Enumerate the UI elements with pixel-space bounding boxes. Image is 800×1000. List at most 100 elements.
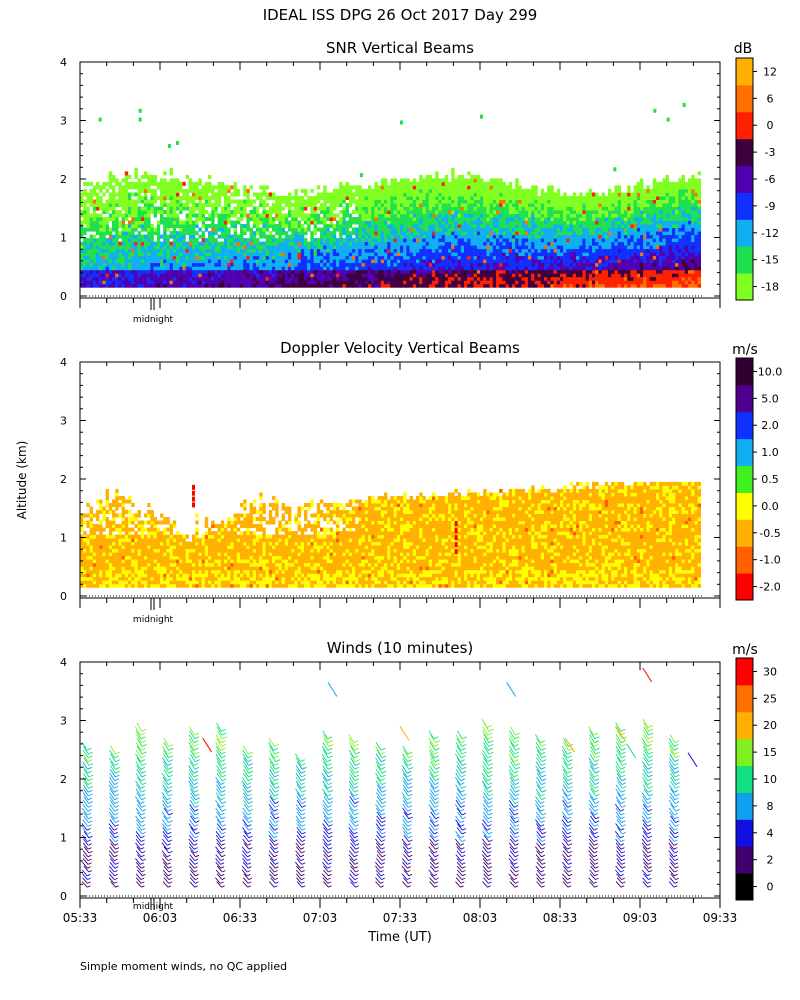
snr-cell <box>108 199 113 204</box>
snr-cell <box>425 262 429 267</box>
snr-cell <box>176 196 180 200</box>
snr-cell <box>528 269 532 274</box>
snr-cell <box>518 213 522 218</box>
snr-cell <box>444 213 449 218</box>
snr-cell <box>121 248 125 253</box>
snr-cell <box>336 227 340 232</box>
snr-cell <box>614 188 618 193</box>
snr-cell <box>409 196 413 200</box>
snr-cell <box>464 245 468 250</box>
snr-cell <box>134 238 138 243</box>
snr-cell <box>595 196 599 200</box>
snr-cell <box>547 210 551 214</box>
snr-cell <box>457 196 461 200</box>
snr-cell <box>96 283 100 288</box>
snr-cell <box>396 241 401 246</box>
snr-cell <box>384 266 388 271</box>
snr-cell <box>281 206 285 211</box>
snr-cell <box>396 252 401 257</box>
snr-cell <box>457 210 461 214</box>
snr-cell <box>563 252 567 257</box>
snr-cell <box>505 192 509 197</box>
snr-cell <box>83 255 87 260</box>
snr-cell <box>422 259 426 264</box>
snr-cell <box>486 259 490 264</box>
snr-cell <box>236 245 241 250</box>
snr-cell <box>201 210 205 214</box>
snr-cell <box>345 224 349 228</box>
snr-cell <box>524 262 529 267</box>
snr-cell <box>521 192 525 197</box>
snr-cell <box>323 252 327 257</box>
snr-cell <box>185 259 189 264</box>
snr-cell <box>96 196 100 200</box>
snr-cell <box>537 262 541 267</box>
snr-cell <box>579 252 583 257</box>
snr-cell <box>121 227 125 232</box>
snr-cell <box>508 192 513 197</box>
snr-cell <box>316 248 321 253</box>
snr-cell <box>649 266 653 271</box>
snr-cell <box>118 231 122 236</box>
snr-cell <box>201 273 205 278</box>
snr-cell <box>579 206 583 211</box>
snr-cell <box>313 199 317 204</box>
snr-cell <box>438 217 442 221</box>
snr-cell <box>547 213 551 218</box>
snr-cell <box>502 262 506 267</box>
snr-cell <box>243 273 247 278</box>
snr-cell <box>403 181 407 186</box>
snr-cell <box>156 196 161 200</box>
snr-cell <box>454 199 458 204</box>
snr-cell <box>102 220 106 225</box>
snr-cell <box>393 234 397 239</box>
snr-cell <box>451 171 455 176</box>
snr-cell <box>553 199 557 204</box>
snr-cell <box>83 269 87 274</box>
snr-cell <box>576 224 580 228</box>
snr-cell <box>355 217 359 221</box>
snr-cell <box>115 210 119 214</box>
snr-cell <box>649 234 653 239</box>
snr-cell <box>169 231 173 236</box>
snr-cell <box>524 231 529 236</box>
snr-cell <box>502 245 506 250</box>
snr-cell <box>579 210 583 214</box>
snr-cell <box>435 178 439 183</box>
snr-cell <box>419 192 423 197</box>
snr-cell <box>320 252 324 257</box>
snr-cell <box>432 192 436 197</box>
snr-cell <box>508 280 513 285</box>
snr-cell <box>467 210 471 214</box>
snr-cell <box>496 188 500 193</box>
snr-cell <box>544 238 548 243</box>
snr-cell <box>451 185 455 190</box>
snr-cell <box>96 252 100 257</box>
snr-cell <box>569 241 573 246</box>
snr-cell <box>393 262 397 267</box>
snr-cell <box>124 248 129 253</box>
snr-cell <box>188 220 193 225</box>
snr-cell <box>182 192 186 197</box>
snr-cell <box>374 224 378 228</box>
snr-cell <box>473 185 477 190</box>
snr-cell <box>172 262 177 267</box>
snr-cell <box>630 231 634 236</box>
snr-cell <box>409 217 413 221</box>
snr-cell <box>592 210 596 214</box>
snr-cell <box>636 283 641 288</box>
snr-cell <box>272 227 276 232</box>
snr-cell <box>374 206 378 211</box>
snr-cell <box>179 210 183 214</box>
snr-cell <box>201 196 205 200</box>
snr-cell <box>339 234 343 239</box>
snr-cell <box>499 262 503 267</box>
snr-cell <box>419 262 423 267</box>
snr-cell <box>636 234 641 239</box>
snr-cell <box>121 245 125 250</box>
snr-cell <box>310 206 314 211</box>
snr-cell <box>128 248 132 253</box>
snr-cell <box>547 245 551 250</box>
snr-cell <box>204 283 209 288</box>
snr-cell <box>496 220 500 225</box>
